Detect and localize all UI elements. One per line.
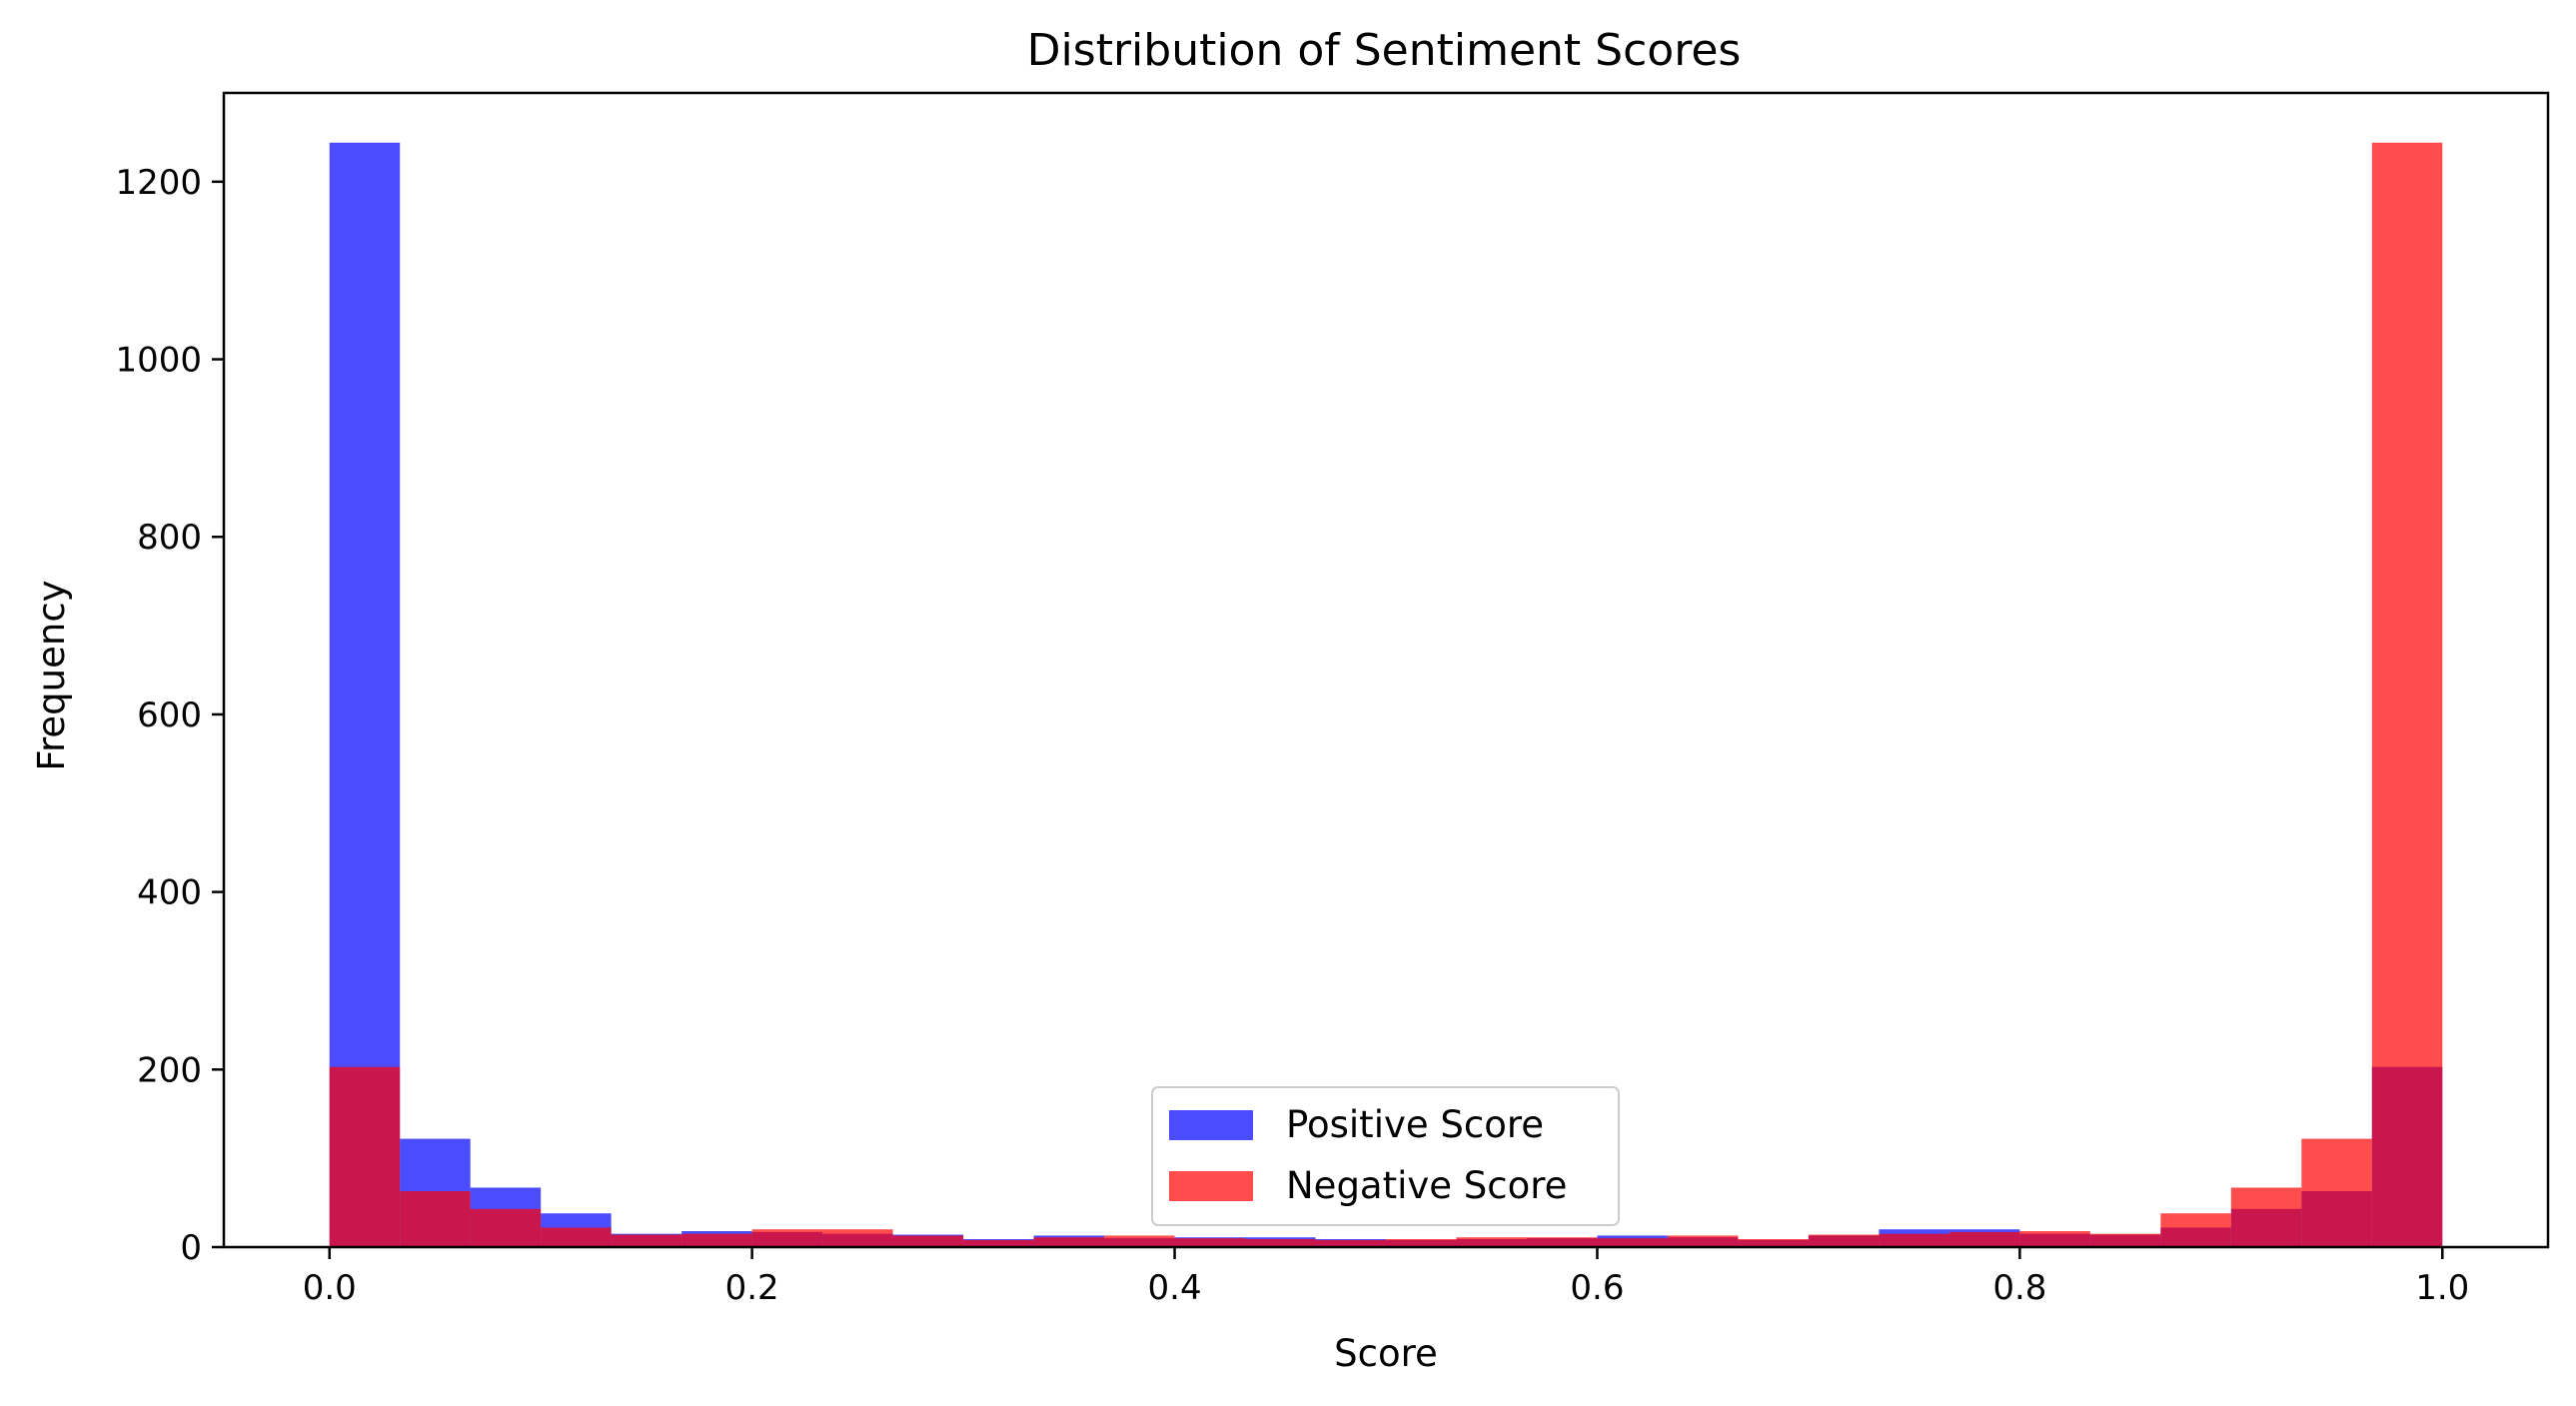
- negative-score-bar-1: [400, 1191, 471, 1247]
- negative-score-bar-21: [1808, 1234, 1880, 1247]
- x-axis-ticks: 0.0 0.2 0.4 0.6 0.8 1.0: [303, 1247, 2469, 1308]
- y-axis-ticks: 0 200 400 600 800 1000 1200: [115, 163, 224, 1268]
- x-tick-label-4: 0.8: [1992, 1268, 2046, 1308]
- negative-score-bar-24: [2019, 1231, 2090, 1247]
- negative-score-bar-23: [1948, 1231, 2020, 1247]
- negative-score-bar-15: [1386, 1239, 1457, 1247]
- y-tick-label-5: 1000: [115, 341, 202, 381]
- negative-score-bar-27: [2230, 1187, 2302, 1247]
- negative-score-bar-10: [1033, 1237, 1105, 1247]
- legend-swatch-positive: [1169, 1110, 1253, 1140]
- negative-score-bar-16: [1456, 1237, 1527, 1247]
- negative-score-bar-12: [1174, 1238, 1246, 1247]
- negative-score-bar-13: [1245, 1239, 1316, 1247]
- negative-score-bars: [329, 142, 2443, 1247]
- legend-label-positive: Positive Score: [1286, 1103, 1544, 1146]
- y-tick-label-1: 200: [137, 1050, 202, 1090]
- negative-score-bar-6: [751, 1229, 823, 1247]
- y-tick-label-6: 1200: [115, 163, 202, 203]
- y-tick-label-2: 400: [137, 873, 202, 913]
- y-axis-title: Frequency: [30, 580, 73, 770]
- x-axis-title: Score: [1334, 1332, 1438, 1375]
- positive-score-bar-0: [329, 142, 401, 1247]
- legend-label-negative: Negative Score: [1286, 1164, 1567, 1207]
- x-tick-label-3: 0.6: [1570, 1268, 1624, 1308]
- x-tick-label-2: 0.4: [1148, 1268, 1202, 1308]
- negative-score-bar-4: [611, 1234, 682, 1247]
- chart-title: Distribution of Sentiment Scores: [1027, 25, 1742, 76]
- negative-score-bar-9: [963, 1239, 1034, 1247]
- negative-score-bar-0: [329, 1066, 401, 1247]
- negative-score-bar-28: [2301, 1138, 2372, 1247]
- negative-score-bar-3: [541, 1227, 612, 1247]
- negative-score-bar-29: [2371, 142, 2443, 1247]
- negative-score-bar-8: [892, 1235, 964, 1247]
- negative-score-bar-11: [1104, 1235, 1175, 1247]
- y-tick-label-4: 800: [137, 518, 202, 558]
- negative-score-bar-22: [1879, 1233, 1949, 1247]
- y-tick-label-3: 600: [137, 696, 202, 735]
- negative-score-bar-18: [1597, 1238, 1668, 1247]
- legend-swatch-negative: [1169, 1171, 1253, 1201]
- negative-score-bar-26: [2160, 1213, 2231, 1247]
- negative-score-bar-7: [822, 1229, 893, 1247]
- negative-score-bar-25: [2089, 1233, 2161, 1247]
- negative-score-bar-17: [1526, 1237, 1598, 1247]
- legend-box: [1151, 1086, 1620, 1226]
- x-tick-label-0: 0.0: [303, 1268, 357, 1308]
- plot-area-frame: [222, 91, 2550, 1249]
- negative-score-bar-19: [1667, 1235, 1739, 1247]
- legend: Positive Score Negative Score: [1151, 1086, 1620, 1226]
- x-tick-label-5: 1.0: [2415, 1268, 2469, 1308]
- negative-score-bar-2: [470, 1208, 542, 1247]
- negative-score-bar-14: [1315, 1239, 1386, 1247]
- negative-score-bar-20: [1738, 1239, 1809, 1247]
- negative-score-bar-5: [681, 1233, 752, 1247]
- x-tick-label-1: 0.2: [725, 1268, 779, 1308]
- y-tick-label-0: 0: [180, 1228, 202, 1268]
